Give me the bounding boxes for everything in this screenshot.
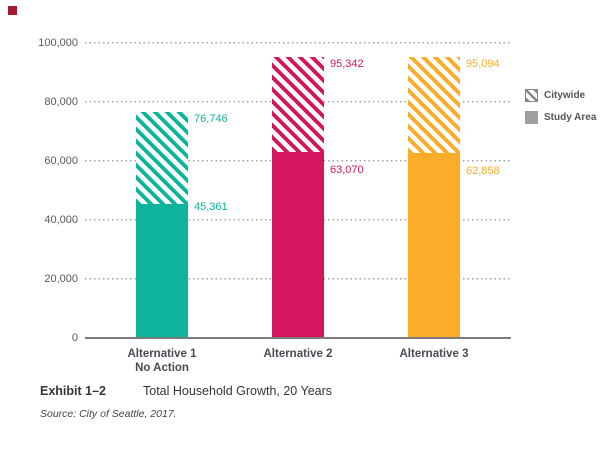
legend-label-study-area: Study Area (544, 112, 597, 123)
category-label: Alternative 3 (359, 347, 509, 361)
bar-citywide-segment (408, 57, 460, 153)
source-note: Source: City of Seattle, 2017. (40, 408, 177, 420)
citywide-value-label: 95,094 (466, 58, 500, 71)
x-axis-line (85, 337, 511, 339)
ytick-label: 40,000 (44, 213, 78, 226)
category-label-line: Alternative 3 (399, 348, 469, 360)
exhibit-number: Exhibit 1–2 (40, 384, 106, 398)
legend-item-citywide: Citywide (525, 89, 596, 102)
citywide-value-label: 95,342 (330, 57, 364, 70)
legend-label-citywide: Citywide (544, 90, 586, 101)
bar-study-area-segment (136, 204, 188, 338)
legend: Citywide Study Area (525, 89, 596, 124)
exhibit-title: Total Household Growth, 20 Years (143, 384, 333, 398)
study-area-solid-swatch (525, 111, 538, 124)
legend-item-study-area: Study Area (525, 111, 596, 124)
study-area-value-label: 63,070 (330, 163, 364, 176)
ytick-label: 20,000 (44, 272, 78, 285)
category-label-line: Alternative 1 (127, 348, 197, 360)
ytick-label: 80,000 (44, 95, 78, 108)
bar-citywide-segment (136, 111, 188, 205)
bar-study-area-segment (272, 151, 324, 338)
red-square-marker (8, 6, 17, 15)
bar-citywide-segment (272, 56, 324, 152)
category-label: Alternative 2 (223, 347, 373, 361)
ytick-label: 60,000 (44, 154, 78, 167)
citywide-value-label: 76,746 (194, 112, 228, 125)
ytick-label: 0 (71, 331, 78, 344)
study-area-value-label: 62,858 (466, 164, 500, 177)
gridline (85, 42, 511, 44)
category-label-line: No Action (135, 362, 189, 374)
ytick-label: 100,000 (38, 36, 78, 49)
category-label: Alternative 1 No Action (87, 347, 237, 375)
study-area-value-label: 45,361 (194, 201, 228, 214)
bar-study-area-segment (408, 152, 460, 338)
citywide-hatched-swatch (525, 89, 538, 102)
category-label-line: Alternative 2 (263, 348, 333, 360)
